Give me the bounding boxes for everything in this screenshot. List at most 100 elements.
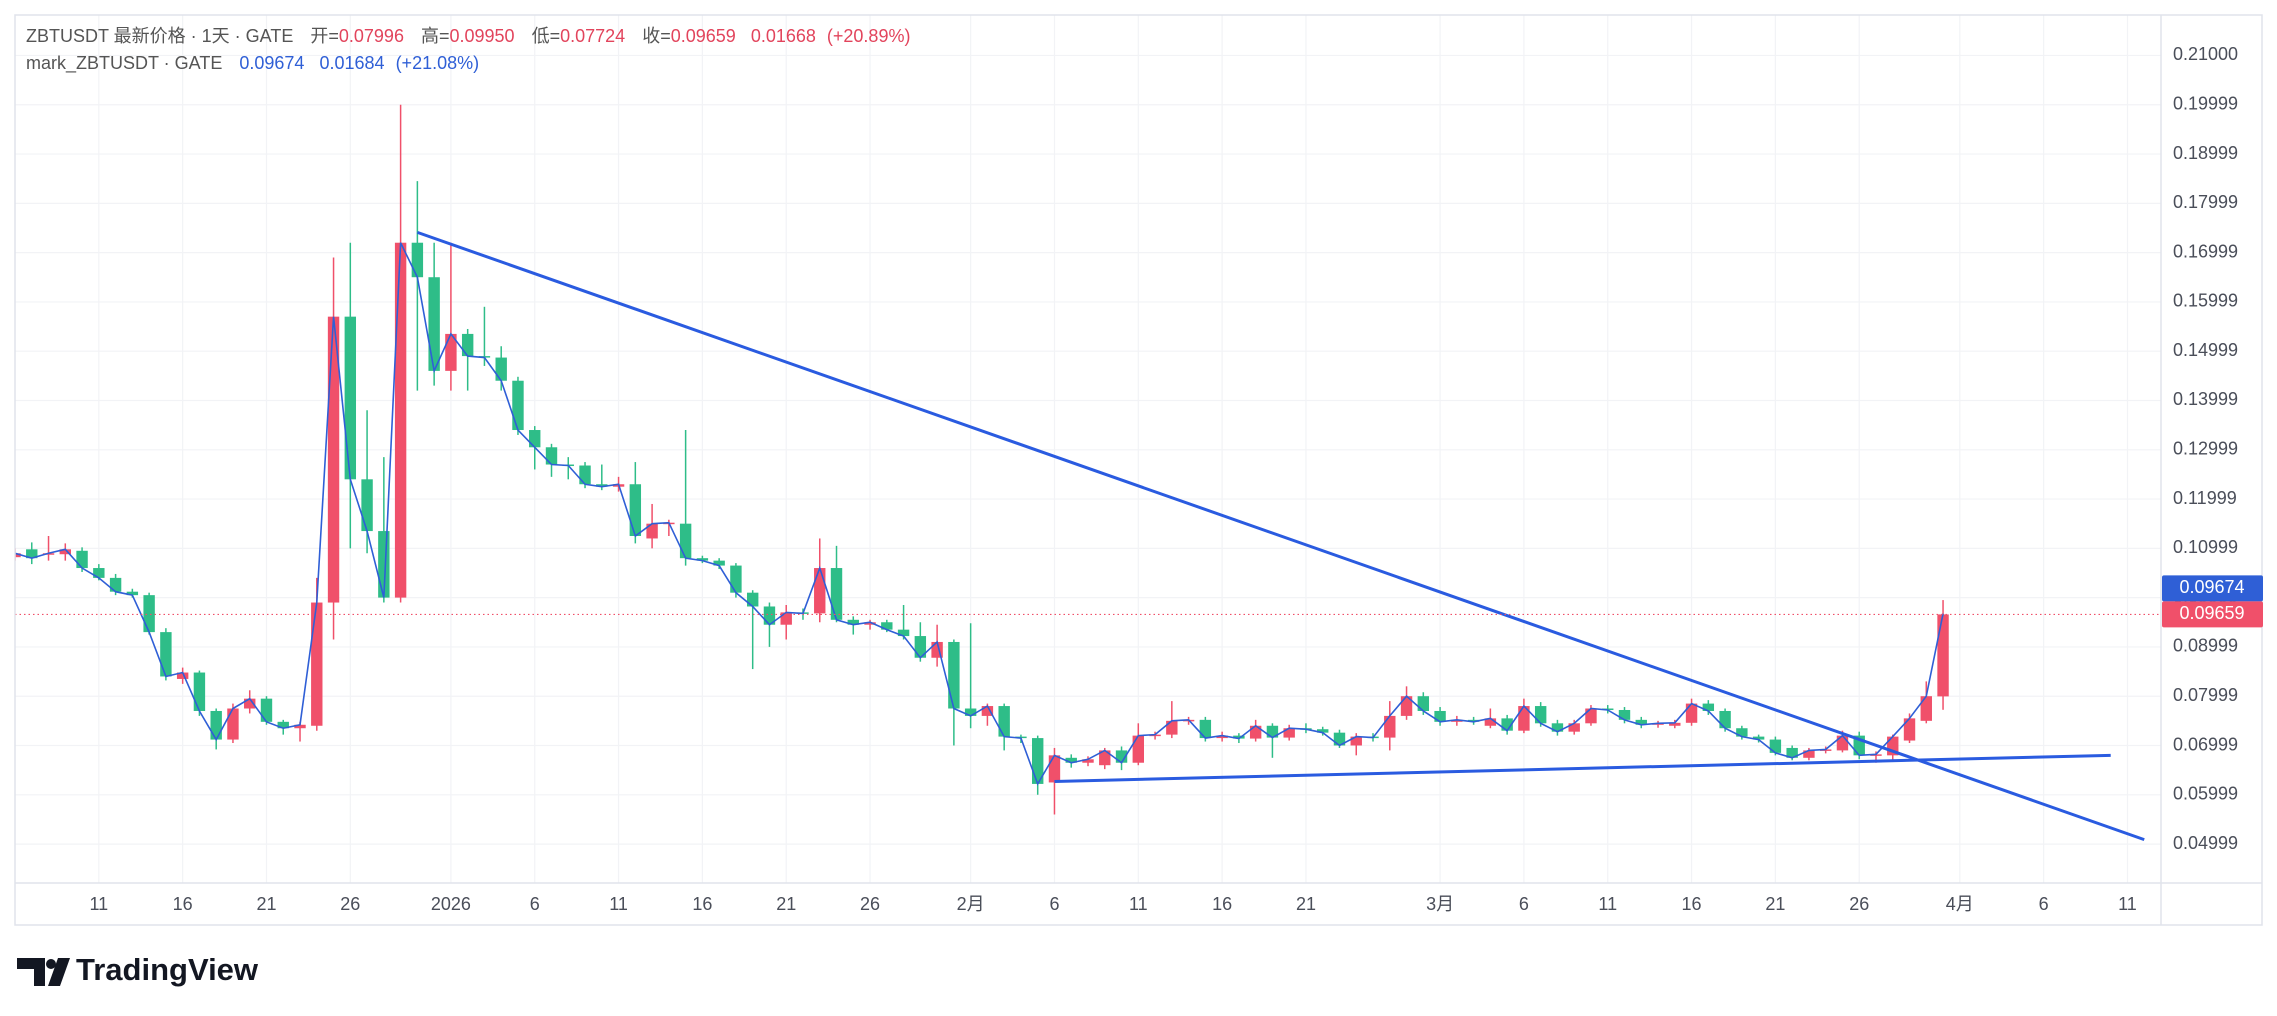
candle-body — [294, 724, 306, 729]
candle-body — [1836, 735, 1849, 751]
candle-body — [780, 612, 792, 625]
legend-change: 0.01668 — [751, 26, 816, 46]
x-tick-label: 21 — [776, 894, 796, 914]
x-tick-label: 26 — [340, 894, 360, 914]
legend-value: 0.09950 — [450, 26, 515, 46]
logo-icon — [17, 958, 45, 986]
y-tick-label: 0.16999 — [2173, 241, 2238, 261]
x-tick-label: 11 — [1598, 894, 1617, 914]
y-tick-label: 0.10999 — [2173, 537, 2238, 557]
candle-body — [361, 479, 373, 532]
candle-body — [646, 523, 658, 539]
candle-body — [1702, 703, 1715, 711]
legend-value: 0.09659 — [671, 26, 736, 46]
y-tick-label: 0.14999 — [2173, 340, 2238, 360]
candle-body — [244, 698, 256, 709]
candle-body — [1166, 720, 1178, 735]
candle-body — [529, 430, 541, 448]
mark-legend: mark_ZBTUSDT · GATE 0.09674 0.01684 (+21… — [26, 53, 479, 74]
x-tick-label: 11 — [89, 894, 108, 914]
candle-body — [746, 592, 759, 607]
legend-title: ZBTUSDT 最新价格 · 1天 · GATE — [26, 26, 293, 46]
candle-body — [1803, 750, 1815, 758]
candle-body — [495, 357, 507, 381]
candle-body — [814, 568, 826, 614]
y-tick-label: 0.18999 — [2173, 143, 2238, 163]
x-tick-label: 11 — [1129, 894, 1148, 914]
candle-body — [931, 641, 943, 658]
candle-body — [411, 242, 424, 278]
candle-body — [1635, 719, 1647, 725]
candle-body — [998, 706, 1010, 737]
candle-body — [1333, 732, 1346, 746]
candle-body — [394, 242, 407, 598]
candle-body — [428, 277, 440, 371]
candle-body — [1937, 614, 1949, 697]
mark-price-tag — [2162, 575, 2263, 602]
x-tick-label: 21 — [1296, 894, 1316, 914]
y-tick-label: 0.12999 — [2173, 439, 2238, 459]
trend-line — [1054, 753, 2111, 783]
candle-body — [1451, 719, 1463, 722]
axes: 0.21000 0.19999 0.18999 0.17999 0.16999 0.159… — [89, 44, 2263, 914]
x-tick-label: 16 — [1682, 894, 1702, 914]
candle-body — [981, 706, 994, 716]
x-tick-label: 6 — [530, 894, 540, 914]
candle-body — [277, 721, 289, 729]
legend-label: 开= — [310, 26, 339, 46]
candle-body — [1199, 719, 1212, 739]
candle-body — [1434, 710, 1446, 722]
candle-body — [1065, 757, 1077, 763]
logo-text: TradingView — [76, 952, 259, 987]
candle-body — [596, 484, 608, 487]
candle-body — [1317, 729, 1329, 733]
plot-area — [15, 104, 2161, 842]
x-tick-label: 16 — [692, 894, 712, 914]
candle-body — [1400, 696, 1413, 716]
candle-body — [1467, 719, 1480, 722]
candle-body — [847, 619, 859, 625]
candle-body — [1216, 735, 1228, 739]
candle-body — [210, 710, 222, 740]
candle-body — [1266, 725, 1279, 738]
y-tick-label: 0.19999 — [2173, 94, 2238, 114]
candle-body — [76, 550, 88, 569]
x-tick-label: 2月 — [957, 894, 985, 914]
candle-body — [1501, 718, 1513, 731]
candle-body — [378, 531, 390, 598]
candle-body — [1853, 735, 1865, 756]
y-tick-label: 0.15999 — [2173, 291, 2238, 311]
candle-body — [1350, 736, 1362, 746]
candle-body — [1233, 735, 1245, 739]
x-tick-label: 11 — [609, 894, 628, 914]
candle-body — [1417, 696, 1430, 711]
candle-body — [1518, 706, 1530, 731]
candle-body — [629, 484, 642, 536]
legend-label: 高= — [421, 26, 450, 46]
y-tick-label: 0.13999 — [2173, 389, 2238, 409]
last-price-tag — [2162, 601, 2263, 628]
x-tick-label: 16 — [1212, 894, 1232, 914]
candle-body — [1032, 738, 1044, 784]
candle-body — [1903, 718, 1916, 741]
candle-body — [344, 316, 357, 480]
y-tick-label: 0.05999 — [2173, 784, 2238, 804]
candle-body — [176, 672, 189, 679]
x-tick-label: 6 — [1049, 894, 1059, 914]
candle-body — [93, 568, 105, 578]
legend-change-pct: (+20.89%) — [827, 26, 911, 46]
candle-body — [1283, 728, 1295, 738]
legend-change: 0.01684 — [319, 53, 384, 73]
trend-line — [416, 230, 2145, 842]
candle-body — [311, 602, 323, 726]
candle-body — [1048, 755, 1061, 783]
candle-body — [1887, 736, 1899, 756]
candle-body — [327, 316, 340, 603]
candle-body — [1082, 759, 1094, 763]
candle-body — [1249, 725, 1262, 739]
candle-body — [579, 465, 591, 485]
candle-body — [1786, 747, 1798, 758]
candle-body — [1132, 735, 1144, 763]
y-tick-label: 0.08999 — [2173, 636, 2238, 656]
